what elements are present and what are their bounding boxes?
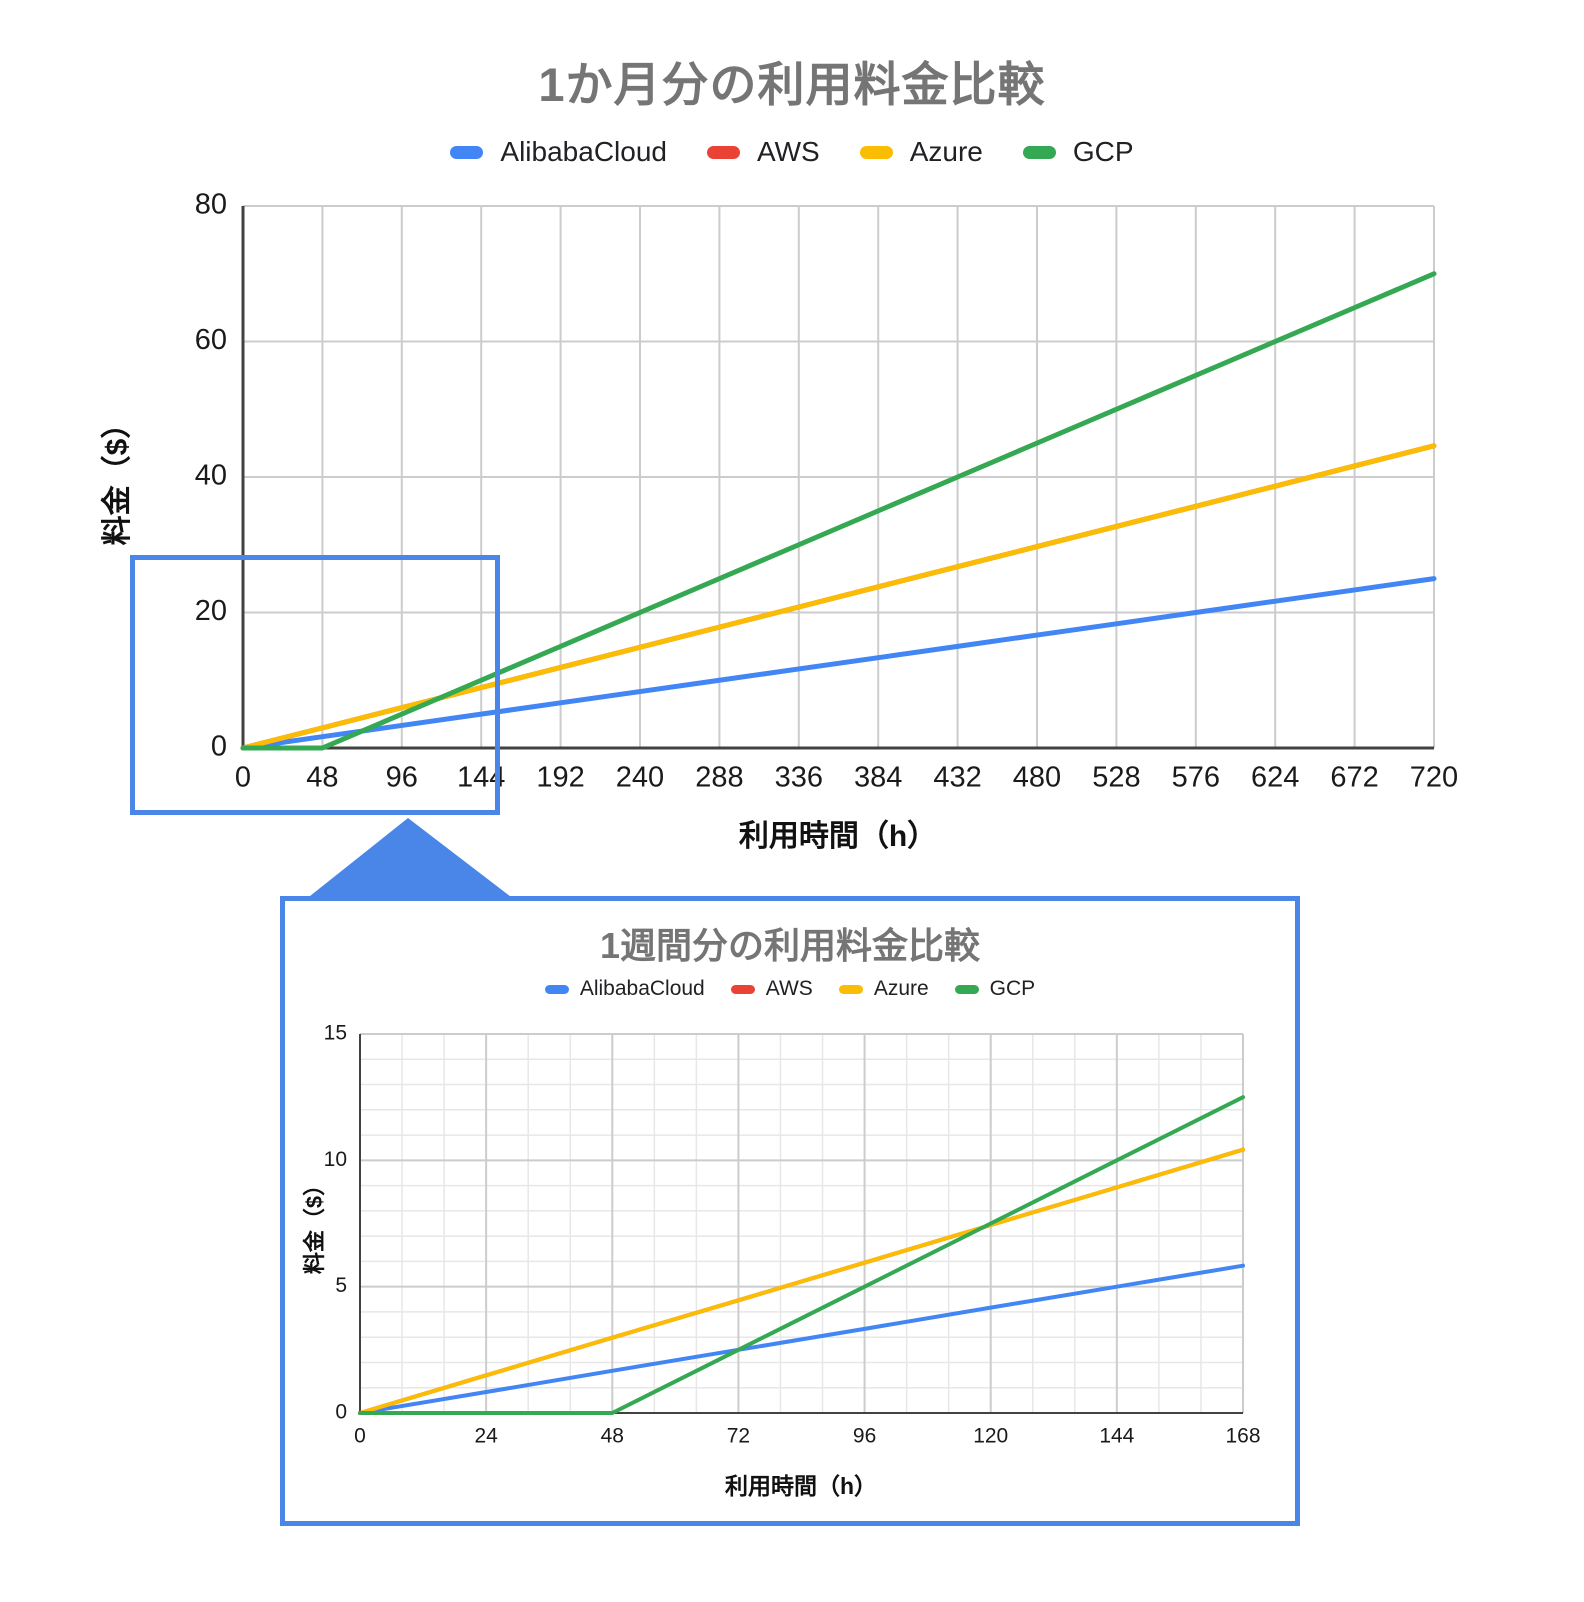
x-tick-label: 624 [1251,762,1299,794]
legend-swatch-azure [838,984,863,994]
y-tick-label: 40 [195,460,227,492]
x-tick-label: 672 [1330,762,1378,794]
x-tick-label: 96 [386,762,418,794]
legend-swatch-aws [730,984,755,994]
x-tick-label: 576 [1172,762,1220,794]
weekly-inset-box: 1週間分の利用料金比較 AlibabaCloud AWS Azure GCP 0 24 4… [280,896,1300,1526]
weekly-chart-plot: 0 24 48 72 96 120 144 168 0 5 10 15 [324,1022,1261,1448]
legend-swatch-gcp [1022,145,1056,159]
x-tick-label: 240 [616,762,664,794]
x-tick-label: 96 [853,1425,876,1448]
legend-item-gcp: GCP [954,977,1036,1001]
legend-label: GCP [1072,136,1134,167]
series-line-gcp [358,1095,1245,1415]
legend-swatch-azure [859,145,893,159]
weekly-legend: AlibabaCloud AWS Azure GCP [285,977,1295,1001]
x-tick-label: 288 [695,762,743,794]
weekly-x-axis-title: 利用時間（h） [724,1473,878,1499]
zoom-region-highlight-rect [130,555,500,815]
x-tick-label: 192 [536,762,584,794]
x-tick-label: 24 [474,1425,498,1448]
series-line-alibabacloud [358,1263,1245,1415]
x-tick-label: 384 [854,762,902,794]
x-tick-label: 528 [1092,762,1140,794]
y-tick-label: 80 [195,189,227,221]
weekly-y-axis-title: 料金（$） [302,1173,327,1275]
series-line-gcp [240,271,1437,751]
legend-swatch-gcp [954,984,979,994]
x-tick-label: 72 [727,1425,750,1448]
x-tick-label: 120 [973,1425,1008,1448]
legend-item-alibabacloud: AlibabaCloud [450,136,667,168]
monthly-x-axis-title: 利用時間（h） [738,820,938,853]
legend-label: GCP [989,977,1036,1000]
legend-item-aws: AWS [706,136,820,168]
monthly-chart-plot: 0 48 96 144 192 240 288 336 384 432 480 528 576 624 67… [195,189,1458,794]
x-tick-label: 144 [1099,1425,1134,1448]
legend-swatch-alibabacloud [544,984,569,994]
legend-swatch-alibabacloud [450,145,484,159]
x-tick-label: 48 [601,1425,624,1448]
legend-item-azure: Azure [859,136,983,168]
y-tick-label: 15 [324,1022,347,1045]
y-tick-label: 0 [211,731,227,763]
zoom-callout-arrow-shape [305,818,515,900]
legend-label: AWS [765,977,813,1000]
legend-label: AlibabaCloud [579,977,705,1000]
weekly-chart-title: 1週間分の利用料金比較 [599,925,981,966]
x-tick-label: 0 [235,762,251,794]
x-tick-label: 432 [933,762,981,794]
legend-label: AlibabaCloud [500,136,667,167]
x-tick-label: 480 [1013,762,1061,794]
zoom-callout-arrow [305,818,515,900]
x-tick-label: 168 [1225,1425,1260,1448]
legend-item-aws: AWS [730,977,813,1001]
monthly-chart-title: 1か月分の利用料金比較 [538,58,1046,111]
monthly-y-axis-title: 料金（$） [101,408,134,546]
legend-label: Azure [873,977,929,1000]
series-line-alibabacloud [240,576,1437,751]
legend-label: AWS [756,136,820,167]
series-line-azure [358,1147,1245,1415]
legend-item-azure: Azure [838,977,929,1001]
x-tick-label: 0 [354,1425,366,1448]
x-tick-label: 720 [1410,762,1458,794]
y-tick-label: 0 [335,1401,347,1424]
monthly-legend: AlibabaCloud AWS Azure GCP [0,136,1584,168]
y-tick-label: 60 [195,324,227,356]
legend-item-gcp: GCP [1022,136,1134,168]
y-tick-label: 5 [335,1274,347,1297]
x-tick-label: 48 [306,762,338,794]
legend-label: Azure [909,136,983,167]
y-tick-label: 20 [195,595,227,627]
y-tick-label: 10 [324,1148,347,1171]
x-tick-label: 336 [775,762,823,794]
legend-item-alibabacloud: AlibabaCloud [544,977,705,1001]
legend-swatch-aws [706,145,740,159]
